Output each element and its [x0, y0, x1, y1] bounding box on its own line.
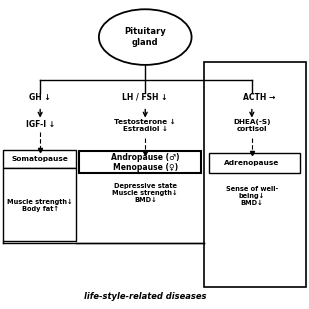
Bar: [3, 168, 76, 241]
Text: Muscle strength↓
Body fat↑: Muscle strength↓ Body fat↑: [7, 199, 73, 212]
Bar: [204, 62, 306, 287]
Bar: [209, 153, 300, 173]
Text: life-style-related diseases: life-style-related diseases: [84, 292, 206, 301]
Text: Somatopause: Somatopause: [12, 156, 69, 162]
Text: GH ↓: GH ↓: [29, 93, 51, 102]
Bar: [79, 151, 201, 173]
Text: ACTH →: ACTH →: [243, 93, 276, 102]
Text: Depressive state
Muscle strength↓
BMD↓: Depressive state Muscle strength↓ BMD↓: [112, 183, 178, 203]
Text: Adrenopause: Adrenopause: [224, 160, 279, 166]
Bar: [3, 150, 76, 168]
Text: Sense of well-
being↓
BMD↓: Sense of well- being↓ BMD↓: [226, 186, 278, 206]
Text: IGF-I ↓: IGF-I ↓: [26, 120, 55, 129]
Text: DHEA(-S)
cortisol: DHEA(-S) cortisol: [233, 119, 271, 132]
Text: Andropause (♂)
Menopause (♀): Andropause (♂) Menopause (♀): [111, 153, 180, 172]
Text: Pituitary
gland: Pituitary gland: [124, 28, 166, 47]
Text: Testosterone ↓
Estradiol ↓: Testosterone ↓ Estradiol ↓: [114, 119, 176, 132]
Text: LH / FSH ↓: LH / FSH ↓: [122, 93, 168, 102]
